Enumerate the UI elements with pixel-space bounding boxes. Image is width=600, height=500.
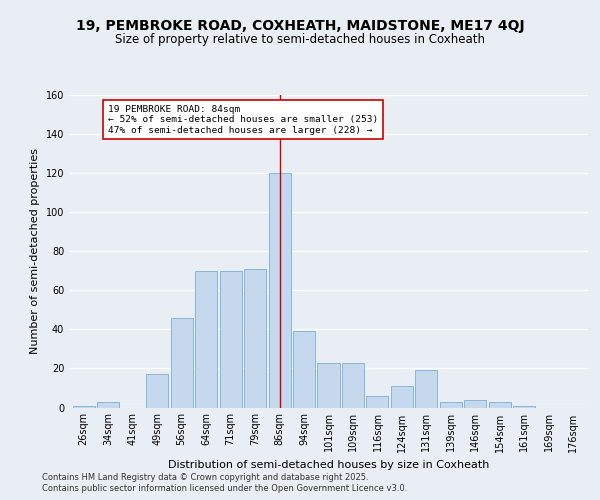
Bar bbox=[514, 406, 535, 407]
Bar bbox=[489, 402, 511, 407]
Bar bbox=[342, 362, 364, 408]
Bar bbox=[293, 332, 315, 407]
Text: Size of property relative to semi-detached houses in Coxheath: Size of property relative to semi-detach… bbox=[115, 32, 485, 46]
Bar bbox=[391, 386, 413, 407]
Bar bbox=[195, 271, 217, 407]
Text: 19 PEMBROKE ROAD: 84sqm
← 52% of semi-detached houses are smaller (253)
47% of s: 19 PEMBROKE ROAD: 84sqm ← 52% of semi-de… bbox=[108, 105, 379, 134]
Bar bbox=[440, 402, 462, 407]
Text: Contains public sector information licensed under the Open Government Licence v3: Contains public sector information licen… bbox=[42, 484, 407, 493]
Bar bbox=[73, 406, 95, 407]
Bar bbox=[415, 370, 437, 408]
Bar bbox=[220, 271, 242, 407]
Bar bbox=[244, 269, 266, 407]
Bar bbox=[464, 400, 487, 407]
Bar bbox=[317, 362, 340, 408]
Text: Contains HM Land Registry data © Crown copyright and database right 2025.: Contains HM Land Registry data © Crown c… bbox=[42, 472, 368, 482]
Bar bbox=[269, 173, 290, 408]
X-axis label: Distribution of semi-detached houses by size in Coxheath: Distribution of semi-detached houses by … bbox=[168, 460, 489, 470]
Text: 19, PEMBROKE ROAD, COXHEATH, MAIDSTONE, ME17 4QJ: 19, PEMBROKE ROAD, COXHEATH, MAIDSTONE, … bbox=[76, 19, 524, 33]
Bar bbox=[170, 318, 193, 408]
Bar bbox=[97, 402, 119, 407]
Bar bbox=[146, 374, 168, 408]
Bar bbox=[367, 396, 388, 407]
Y-axis label: Number of semi-detached properties: Number of semi-detached properties bbox=[30, 148, 40, 354]
